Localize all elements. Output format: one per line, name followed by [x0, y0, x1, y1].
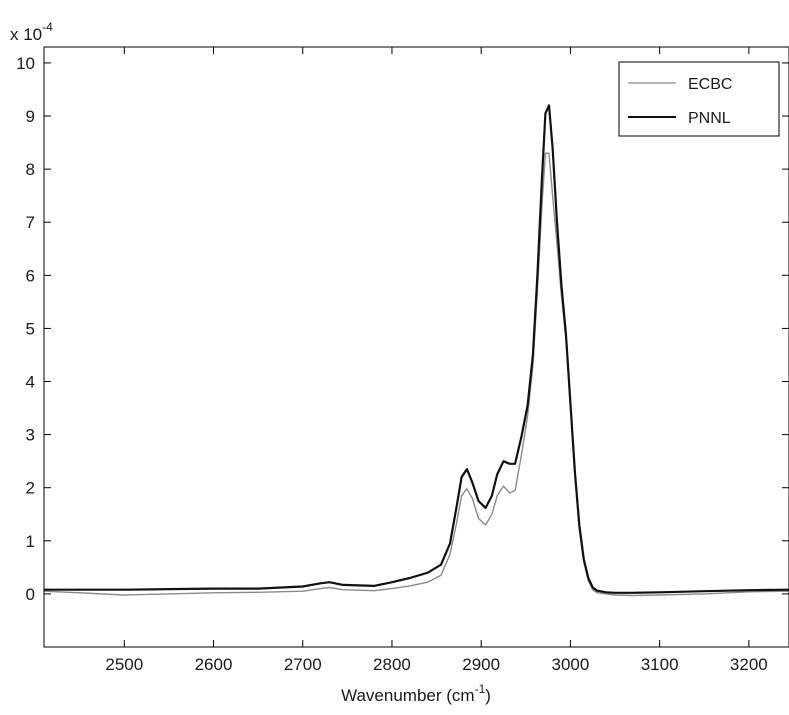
x-axis-title-end: ) — [485, 686, 491, 705]
y-tick-label: 2 — [26, 479, 35, 498]
y-tick-label: 8 — [26, 160, 35, 179]
x-tick-label: 2800 — [373, 655, 411, 674]
series-layer — [43, 104, 789, 597]
y-axis-multiplier: x 10-4 — [10, 20, 53, 44]
y-tick-label: 4 — [26, 373, 35, 392]
y-tick-label: 1 — [26, 532, 35, 551]
x-tick-label: 3000 — [551, 655, 589, 674]
y-multiplier-prefix: x 10 — [10, 25, 42, 44]
x-tick-label: 2500 — [105, 655, 143, 674]
x-tick-label: 3200 — [730, 655, 768, 674]
series-line-pnnl — [44, 104, 789, 594]
x-axis-title: Wavenumber (cm-1) — [341, 682, 491, 705]
y-tick-label: 5 — [26, 319, 35, 338]
y-tick-label: 6 — [26, 266, 35, 285]
y-tick-label: 10 — [16, 54, 35, 73]
y-multiplier-exponent: -4 — [42, 20, 53, 34]
legend-box — [618, 61, 780, 137]
y-tick-label: 7 — [26, 213, 35, 232]
legend-label-pnnl: PNNL — [688, 110, 731, 127]
legend: ECBC PNNL — [618, 61, 780, 137]
x-tick-label: 2900 — [462, 655, 500, 674]
ticks-layer: 2500 2600 2700 2800 2900 3000 3100 3200 0 1 2 3 4 5 6 7… — [16, 47, 789, 674]
x-axis-title-sup: -1 — [475, 682, 486, 696]
legend-label-ecbc: ECBC — [688, 76, 732, 93]
y-tick-label: 9 — [26, 107, 35, 126]
y-tick-label: 0 — [26, 585, 35, 604]
x-tick-label: 2600 — [195, 655, 233, 674]
x-tick-label: 2700 — [284, 655, 322, 674]
x-tick-label: 3100 — [641, 655, 679, 674]
x-axis-title-main: Wavenumber (cm — [341, 686, 475, 705]
y-tick-label: 3 — [26, 426, 35, 445]
plot-frame — [43, 46, 789, 648]
